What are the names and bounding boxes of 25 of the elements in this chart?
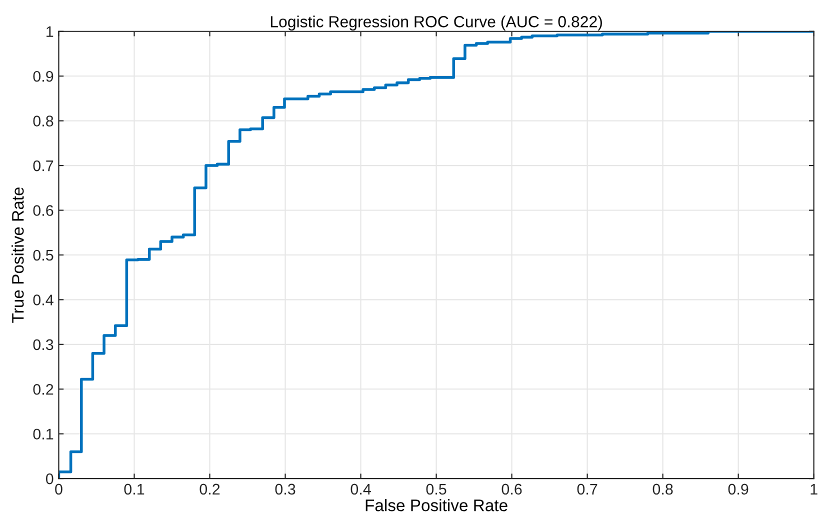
y-axis-title: True Positive Rate [12, 187, 24, 323]
y-tick-label: 0.3 [33, 339, 54, 350]
x-tick-label: 0.2 [200, 484, 220, 495]
x-tick-label: 0.8 [652, 484, 673, 495]
y-tick-label: 0.9 [33, 70, 54, 82]
y-tick-label: 0.1 [33, 428, 54, 440]
x-tick-label: 0.5 [426, 484, 446, 495]
chart-title: Logistic Regression ROC Curve (AUC = 0.822) [270, 16, 602, 31]
y-tick-label: 0.5 [33, 250, 54, 261]
x-tick-label: 0.1 [124, 484, 144, 495]
y-tick-label: 0.7 [33, 160, 54, 172]
y-tick-label: 1 [46, 26, 54, 37]
x-tick-label: 0.6 [502, 484, 522, 495]
y-tick-label: 0.4 [33, 294, 54, 306]
x-tick-label: 0.3 [275, 484, 296, 495]
y-tick-label: 0.8 [33, 116, 54, 126]
x-tick-label: 0.7 [577, 484, 598, 495]
x-tick-label: 1 [810, 484, 818, 494]
x-tick-label: 0.9 [728, 484, 748, 495]
x-tick-label: 0.4 [350, 484, 371, 495]
y-tick-label: 0 [46, 473, 54, 484]
y-tick-label: 0.6 [33, 205, 54, 216]
x-axis-title: False Positive Rate [366, 499, 508, 512]
x-tick-label: 0 [55, 484, 62, 495]
y-tick-label: 0.2 [33, 384, 54, 395]
